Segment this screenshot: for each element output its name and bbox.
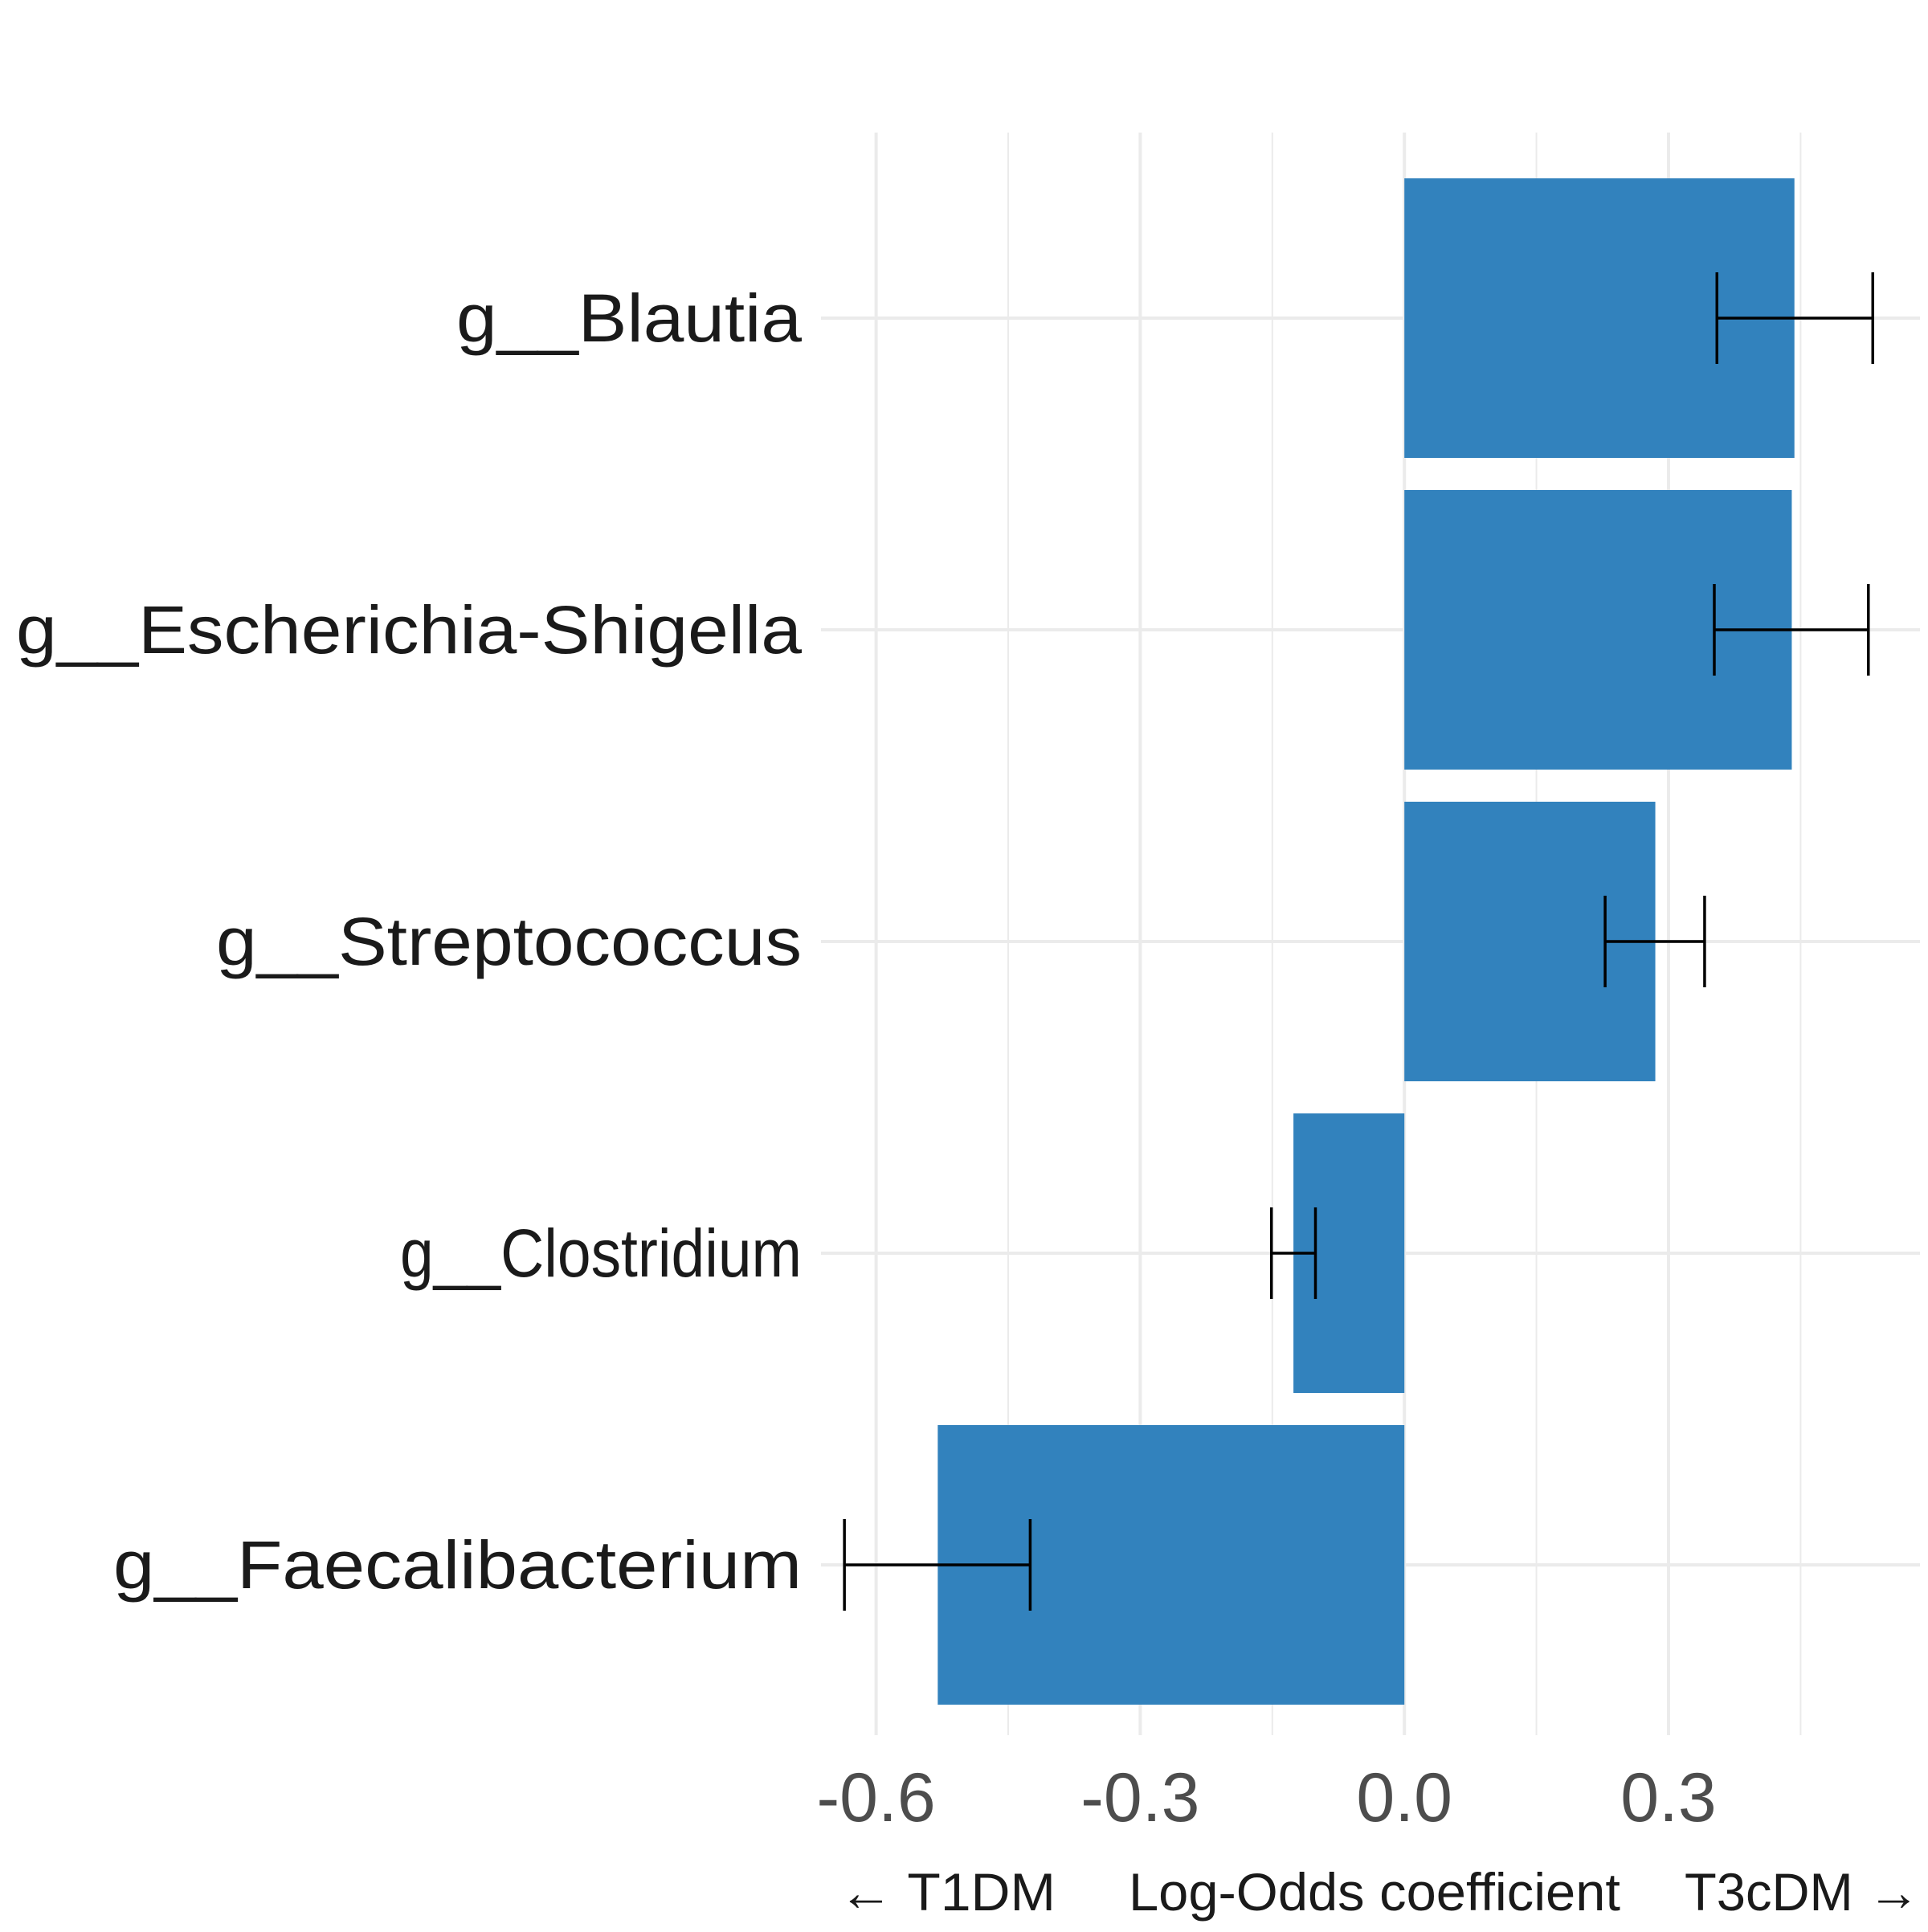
error-bar bbox=[1269, 1207, 1317, 1299]
x-axis-right-label: T3cDM → bbox=[1685, 1862, 1920, 1922]
category-label: g__Blautia bbox=[456, 280, 802, 356]
category-label-layer: g__Blautia g__Escherichia-Shigella g__Stre… bbox=[16, 280, 802, 1603]
x-axis-title: Log-Odds coefficient bbox=[1129, 1862, 1620, 1922]
error-bar bbox=[843, 1519, 1032, 1611]
category-label: g__Escherichia-Shigella bbox=[16, 592, 802, 668]
tick-label-layer: -0.6 -0.3 0.0 0.3 bbox=[817, 1759, 1717, 1836]
error-bar bbox=[1603, 896, 1706, 987]
x-tick-label: 0.0 bbox=[1356, 1759, 1452, 1836]
category-label: g__Clostridium bbox=[400, 1215, 802, 1291]
x-tick-label: 0.3 bbox=[1620, 1759, 1717, 1836]
x-tick-label: -0.3 bbox=[1080, 1759, 1199, 1836]
category-label: g__Streptococcus bbox=[216, 904, 802, 979]
error-bar bbox=[1713, 584, 1870, 676]
category-label: g__Faecalibacterium bbox=[113, 1527, 802, 1603]
bar-layer bbox=[937, 178, 1795, 1705]
x-axis-left-label: ← T1DM bbox=[839, 1862, 1056, 1922]
errorbar-layer bbox=[843, 272, 1875, 1611]
error-bar bbox=[1715, 272, 1875, 364]
x-tick-label: -0.6 bbox=[817, 1759, 936, 1836]
axis-title-layer: ← T1DM Log-Odds coefficient T3cDM → bbox=[839, 1862, 1920, 1922]
